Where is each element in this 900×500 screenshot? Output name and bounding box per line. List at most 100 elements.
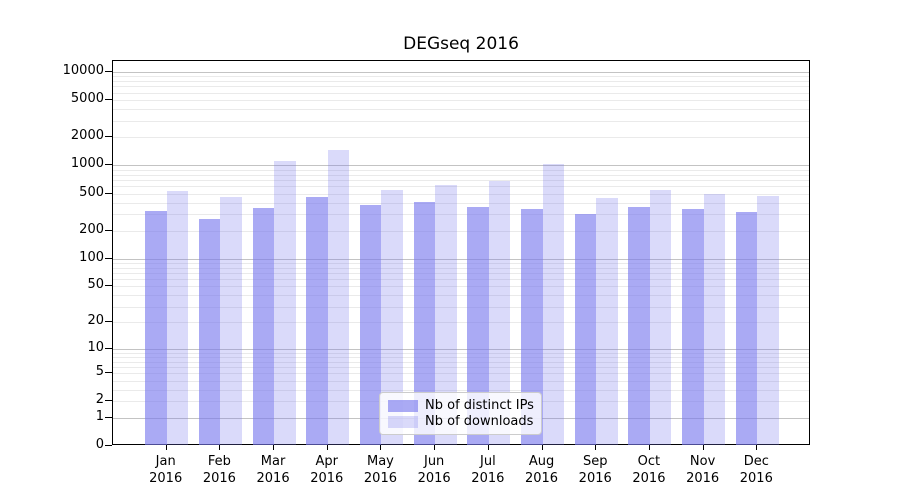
bar-distinct-ips-oct [628,206,650,445]
bar-downloads-aug [542,164,565,445]
bar-downloads-mar [274,161,296,445]
bar-downloads-jul [488,180,511,445]
bar-downloads-sep [596,197,618,445]
month-label: Jul [480,454,496,469]
x-tick-label-apr: Apr 2016 [299,453,355,487]
minor-gridline [113,272,809,274]
y-tick-label: 10000 [62,62,104,78]
y-tick-label: 1 [95,408,104,424]
minor-gridline [113,179,809,181]
x-tick-mark [487,445,489,450]
year-label: 2016 [632,471,666,486]
minor-gridline [113,380,809,382]
y-tick-label: 2000 [70,128,104,144]
minor-gridline [113,352,809,354]
x-tick-mark [380,445,382,450]
y-tick-mark [105,285,112,287]
y-tick-mark [105,445,112,446]
minor-gridline [113,186,809,188]
x-tick-label-may: May 2016 [352,453,408,487]
month-label: Nov [689,454,716,469]
minor-gridline [113,214,809,216]
minor-gridline [113,174,809,176]
major-gridline [113,71,809,73]
x-tick-label-jul: Jul 2016 [460,453,516,487]
x-tick-label-sep: Sep 2016 [567,453,623,487]
year-label: 2016 [202,471,236,486]
year-label: 2016 [363,471,397,486]
minor-gridline [113,86,809,88]
bar-downloads-dec [757,195,779,445]
month-label: May [367,454,394,469]
y-tick-mark [105,416,112,418]
month-label: Jan [155,454,176,469]
y-tick-label: 5 [95,364,104,380]
minor-gridline [113,81,809,83]
month-label: Sep [582,454,608,469]
x-tick-label-feb: Feb 2016 [191,453,247,487]
x-tick-label-jun: Jun 2016 [406,453,462,487]
y-tick-mark [105,192,112,194]
chart-title: DEGseq 2016 [403,34,519,54]
y-tick-label: 2 [95,392,104,408]
x-tick-mark [326,445,328,450]
legend-swatch-downloads [388,415,418,428]
legend-item-downloads: Nb of downloads [388,414,533,429]
month-label: Apr [315,454,339,469]
year-label: 2016 [310,471,344,486]
y-tick-label: 0 [95,437,104,452]
x-tick-mark [756,445,758,450]
minor-gridline [113,120,809,122]
y-tick-label: 50 [87,277,104,293]
y-tick-mark [105,99,112,101]
bar-distinct-ips-may [359,204,382,445]
minor-gridline [113,286,809,288]
y-tick-mark [105,321,112,323]
y-tick-label: 100 [79,249,104,265]
x-tick-label-nov: Nov 2016 [675,453,731,487]
bar-distinct-ips-jan [145,211,167,445]
major-gridline [113,258,809,260]
bar-distinct-ips-dec [735,211,758,445]
bar-downloads-jun [435,184,457,445]
year-label: 2016 [417,471,451,486]
y-tick-mark [105,136,112,138]
x-tick-mark [219,445,221,450]
x-tick-label-jan: Jan 2016 [138,453,194,487]
year-label: 2016 [471,471,505,486]
legend-label-downloads: Nb of downloads [425,414,534,429]
y-tick-label: 500 [79,184,104,200]
legend-swatch-distinct-ips [388,399,418,412]
month-label: Oct [637,454,661,469]
minor-gridline [113,169,809,171]
month-label: Dec [743,454,769,469]
bar-downloads-apr [327,149,350,445]
y-tick-mark [105,347,112,349]
x-tick-mark [273,445,275,450]
major-gridline [113,348,809,350]
major-gridline [113,165,809,167]
bar-downloads-oct [649,189,672,445]
year-label: 2016 [256,471,290,486]
x-tick-mark [541,445,543,450]
y-tick-label: 200 [79,221,104,237]
month-label: Jun [423,454,445,469]
bar-distinct-ips-feb [198,218,221,445]
bar-distinct-ips-apr [306,196,328,445]
y-tick-label: 10 [87,339,104,355]
bar-distinct-ips-jun [413,201,436,445]
minor-gridline [113,366,809,368]
x-tick-mark [434,445,436,450]
month-label: Mar [260,454,286,469]
minor-gridline [113,306,809,308]
bar-downloads-may [381,190,403,445]
x-tick-mark [648,445,650,450]
minor-gridline [113,202,809,204]
year-label: 2016 [739,471,773,486]
minor-gridline [113,295,809,297]
minor-gridline [113,373,809,375]
y-tick-label: 20 [87,313,104,329]
bar-downloads-nov [703,194,726,445]
legend-label-distinct-ips: Nb of distinct IPs [425,398,534,413]
plot-area [112,60,810,445]
